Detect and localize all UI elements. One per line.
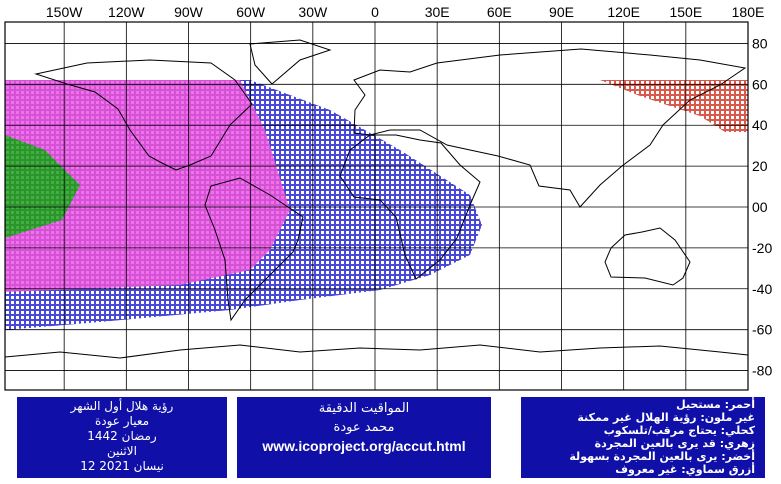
lat-label: -80 [752,363,772,379]
africa [339,134,481,280]
lon-label: 60W [236,4,266,20]
box-line: محمد عودة [333,420,395,435]
box-line: زهري: قد يرى بالعين المجردة [594,437,755,450]
lon-label: 120W [108,4,145,20]
box-line: أحمر: مستحيل [676,398,755,411]
box-line: أخضر: يرى بالعين المجردة بسهولة [569,450,755,463]
box-line: غير ملون: رؤية الهلال غير ممكنة [577,411,755,424]
lon-label: 90W [174,4,204,20]
lon-label: 30W [298,4,328,20]
graticule [5,22,748,390]
south-america [204,177,304,322]
lon-label: 120E [607,4,640,20]
lat-label: -20 [752,240,772,256]
box-line: معيار عودة [94,414,150,428]
lon-label: 30E [425,4,450,20]
australia [604,227,691,286]
naked-eye-easy-zone [5,135,80,238]
lat-label: 20 [752,158,768,174]
impossible-zone [600,80,748,132]
lon-label: 150W [46,4,83,20]
north-america [34,59,253,171]
title-box: رؤية هلال أول الشهر معيار عودة رمضان 1442 ا… [17,397,227,478]
box-line: أزرق سماوي: غير معروف [615,463,755,476]
visibility-zones [5,80,748,330]
source-box: المواقيت الدقيقة محمد عودة www.icoproject.… [237,397,491,478]
legend-box: أحمر: مستحيل غير ملون: رؤية الهلال غير مم… [521,397,765,478]
box-line: رؤية هلال أول الشهر [70,399,174,413]
greenland [249,39,332,85]
lat-label: 80 [752,35,768,51]
naked-eye-maybe-zone [5,80,290,292]
box-line: المواقيت الدقيقة [318,401,410,416]
lon-label: 90E [549,4,574,20]
lat-label: -60 [752,322,772,338]
map: 150W 120W 90W 60W 30W 0 30E 60E 90E 120E 150E 180E 8… [4,4,772,391]
lat-label: 60 [752,76,768,92]
lon-label: 60E [487,4,512,20]
lon-label: 180E [732,4,765,20]
lon-label: 150E [669,4,702,20]
box-line: www.icoproject.org/accut.html [262,438,466,454]
lat-label: 00 [752,199,768,215]
box-line: 12 نيسان 2021 [80,459,164,473]
lat-label: -40 [752,281,772,297]
box-line: كحلي: يحتاج مرقب/تلسكوب [603,424,755,437]
lon-label: 0 [371,4,379,20]
lat-label: 40 [752,117,768,133]
antarctica [4,344,749,359]
box-line: الاثنين [107,444,137,458]
box-line: رمضان 1442 [87,429,157,443]
map-frame [4,21,749,391]
